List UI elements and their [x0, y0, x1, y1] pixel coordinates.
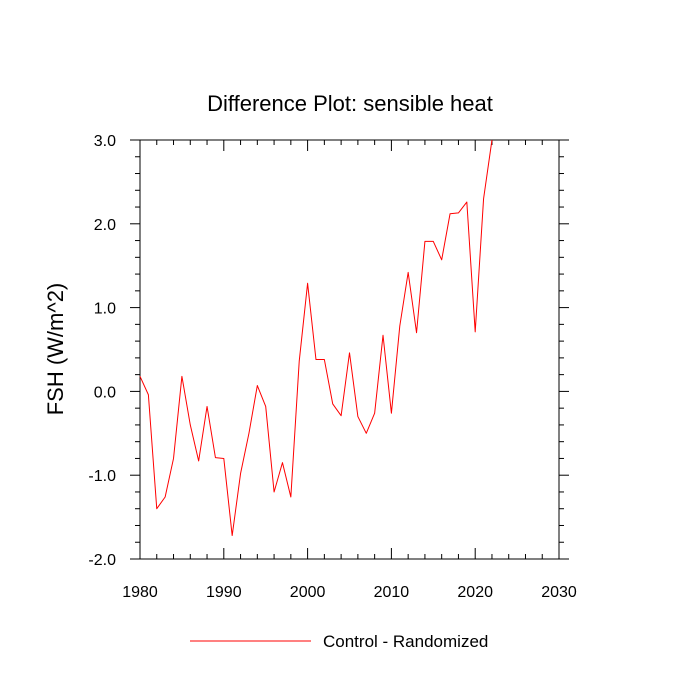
- y-axis-label: FSH (W/m^2): [43, 283, 68, 416]
- x-tick-label: 2000: [290, 584, 326, 601]
- y-tick-label: -2.0: [88, 552, 116, 569]
- y-tick-label: 0.0: [94, 384, 116, 401]
- x-tick-label: 1980: [122, 584, 158, 601]
- y-tick-label: 2.0: [94, 217, 116, 234]
- x-tick-label: 2010: [374, 584, 410, 601]
- y-tick-label: 1.0: [94, 301, 116, 318]
- x-tick-label: 2030: [541, 584, 577, 601]
- series-line: [139, 139, 493, 537]
- y-tick-label: 3.0: [94, 133, 116, 150]
- y-tick-label: -1.0: [88, 468, 116, 485]
- y-axis: -2.0 -1.0 0.0 1.0 2.0 3.0: [88, 133, 569, 569]
- x-tick-label: 2020: [457, 584, 493, 601]
- legend-label: Control - Randomized: [323, 632, 488, 651]
- series-group: [139, 139, 493, 537]
- plot-frame: [139, 139, 560, 560]
- chart-title: Difference Plot: sensible heat: [207, 91, 493, 116]
- legend: Control - Randomized: [190, 632, 488, 651]
- x-tick-label: 1990: [206, 584, 242, 601]
- x-axis: 1980 1990 2000 2010 2020 2030: [122, 140, 577, 601]
- plot-border: [139, 139, 560, 560]
